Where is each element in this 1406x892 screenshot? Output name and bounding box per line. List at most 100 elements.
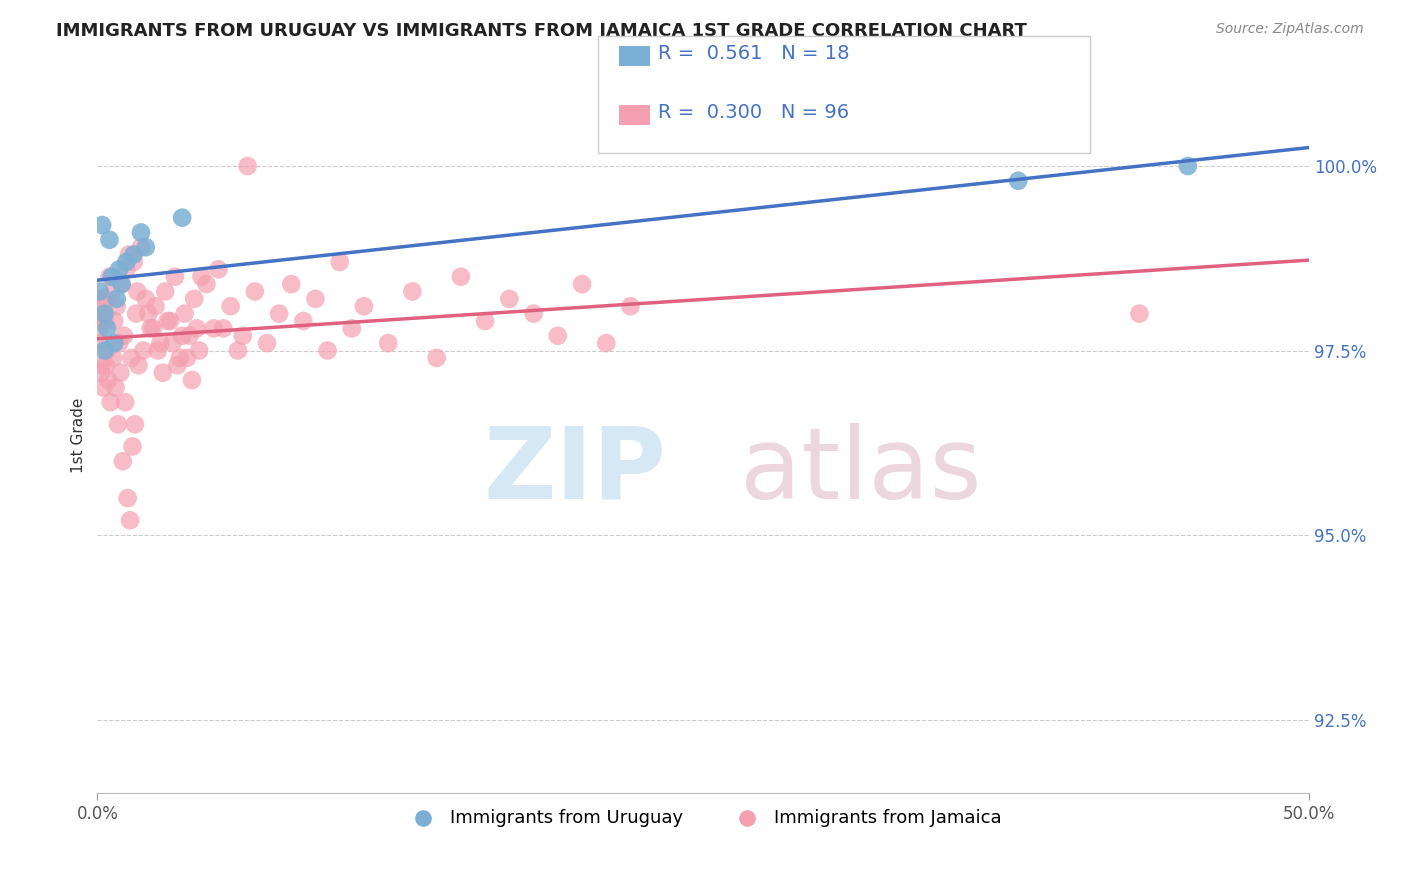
Point <box>127 285 149 299</box>
Point <box>162 336 184 351</box>
Point <box>120 351 142 365</box>
Point <box>159 314 181 328</box>
Point <box>98 233 121 247</box>
Point <box>107 417 129 432</box>
Point <box>304 292 326 306</box>
Point <box>122 247 145 261</box>
Point <box>97 373 120 387</box>
Point <box>105 292 128 306</box>
Point <box>89 285 111 299</box>
Point <box>96 343 118 358</box>
Point <box>316 343 339 358</box>
Point <box>166 359 188 373</box>
Point <box>207 262 229 277</box>
Point <box>89 314 111 328</box>
Point <box>104 380 127 394</box>
Point <box>186 321 208 335</box>
Point <box>93 380 115 394</box>
Point <box>450 269 472 284</box>
Point <box>619 299 641 313</box>
Point <box>156 314 179 328</box>
Point <box>1007 174 1029 188</box>
Point <box>115 262 138 277</box>
Point <box>101 351 124 365</box>
Point <box>149 336 172 351</box>
Point <box>122 255 145 269</box>
Point <box>547 328 569 343</box>
Point <box>103 336 125 351</box>
Text: R =  0.300   N = 96: R = 0.300 N = 96 <box>658 103 849 122</box>
Point <box>129 226 152 240</box>
Point <box>125 307 148 321</box>
Point <box>98 269 121 284</box>
Point <box>340 321 363 335</box>
Text: R =  0.561   N = 18: R = 0.561 N = 18 <box>658 44 849 63</box>
Point <box>163 269 186 284</box>
Point <box>101 269 124 284</box>
Point <box>329 255 352 269</box>
Point <box>236 159 259 173</box>
Point <box>124 417 146 432</box>
Point <box>142 321 165 335</box>
Text: atlas: atlas <box>740 423 981 520</box>
Point <box>176 351 198 365</box>
Point <box>212 321 235 335</box>
Point <box>87 292 110 306</box>
Point <box>180 373 202 387</box>
Point <box>110 277 132 291</box>
Point <box>108 262 131 277</box>
Point <box>139 321 162 335</box>
Point <box>112 328 135 343</box>
Point <box>101 285 124 299</box>
Point <box>169 351 191 365</box>
Point <box>179 328 201 343</box>
Point <box>110 277 132 291</box>
Point <box>269 307 291 321</box>
Text: IMMIGRANTS FROM URUGUAY VS IMMIGRANTS FROM JAMAICA 1ST GRADE CORRELATION CHART: IMMIGRANTS FROM URUGUAY VS IMMIGRANTS FR… <box>56 22 1028 40</box>
Point <box>110 366 132 380</box>
Point <box>103 314 125 328</box>
Point <box>226 343 249 358</box>
Point <box>522 307 544 321</box>
Point <box>115 255 138 269</box>
Text: ZIP: ZIP <box>484 423 666 520</box>
Point <box>91 307 114 321</box>
Point <box>90 366 112 380</box>
Point <box>571 277 593 291</box>
Point <box>195 277 218 291</box>
Point <box>353 299 375 313</box>
Point <box>128 359 150 373</box>
Point <box>188 343 211 358</box>
Point <box>90 359 112 373</box>
Point <box>94 359 117 373</box>
Point <box>93 343 115 358</box>
Point <box>89 321 111 335</box>
Point <box>474 314 496 328</box>
Point <box>183 292 205 306</box>
Point <box>120 513 142 527</box>
Text: Source: ZipAtlas.com: Source: ZipAtlas.com <box>1216 22 1364 37</box>
Point <box>401 285 423 299</box>
Point <box>145 299 167 313</box>
Point <box>1177 159 1199 173</box>
Point <box>595 336 617 351</box>
Point <box>91 307 114 321</box>
Point <box>100 395 122 409</box>
Point <box>280 277 302 291</box>
Point <box>105 299 128 313</box>
Point <box>377 336 399 351</box>
Point <box>426 351 449 365</box>
Point <box>135 292 157 306</box>
Point <box>292 314 315 328</box>
Point <box>117 491 139 505</box>
Point <box>132 343 155 358</box>
Point <box>93 299 115 313</box>
Point <box>108 336 131 351</box>
Point <box>96 321 118 335</box>
Point <box>155 285 177 299</box>
Point <box>94 314 117 328</box>
Point <box>202 321 225 335</box>
Point <box>111 454 134 468</box>
Point <box>121 440 143 454</box>
Legend: Immigrants from Uruguay, Immigrants from Jamaica: Immigrants from Uruguay, Immigrants from… <box>398 802 1008 834</box>
